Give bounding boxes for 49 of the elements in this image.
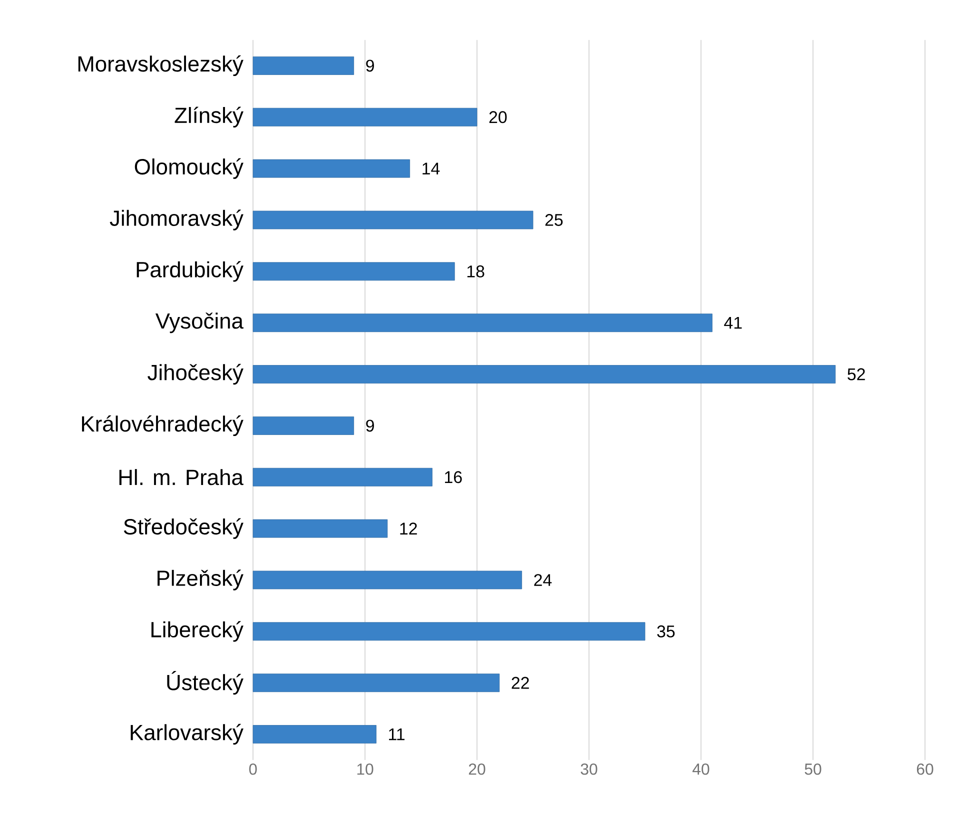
data-label: 12 [400,522,417,534]
y-tick-label: Karlovarský [130,724,244,745]
data-label: 52 [848,368,865,380]
x-tick-label: 10 [357,764,374,775]
data-label: 11 [389,728,404,740]
y-tick-label: Jihomoravský [110,210,244,230]
x-tick-label: 20 [468,764,486,775]
bar [252,262,455,281]
y-tick-label: Královéhradecký [82,415,244,436]
y-tick-label: Liberecký [151,621,244,642]
y-tick-label: Plzeňský [158,570,244,590]
data-label: 20 [489,111,507,124]
data-label: 22 [512,676,529,689]
data-label: 24 [534,574,552,586]
x-tick-label: 40 [692,764,710,775]
bar [252,210,534,230]
y-tick-label: Olomoucký [134,158,244,179]
bar [252,725,376,744]
bar [252,468,432,486]
bar [252,622,646,641]
y-tick-label: Středočeský [124,518,244,539]
bar [252,519,388,538]
x-tick-label: 0 [249,764,257,775]
y-tick-label: Pardubický [136,261,244,282]
bar [252,674,500,692]
bar [252,56,354,75]
y-tick-label: Ústecký [167,671,244,695]
bar [252,108,478,126]
y-tick-label: Vysočina [155,312,244,334]
data-label: 25 [545,214,563,226]
bar [252,365,836,384]
data-label: 35 [657,625,675,638]
data-label: 9 [366,420,374,432]
data-label: 18 [467,265,484,278]
y-tick-label: Jihočeský [148,364,244,385]
data-label: 41 [724,317,742,329]
bar [252,314,712,332]
data-label: 9 [366,60,374,72]
y-tick-label: Hl. m. Praha [119,469,244,486]
bar [252,570,522,590]
data-label: 16 [445,471,462,484]
x-tick-label: 50 [804,764,822,775]
data-label: 14 [422,162,440,174]
bar [252,416,354,435]
y-tick-label: Zlínský [174,106,244,128]
x-tick-label: 60 [916,764,934,775]
bar [252,159,410,178]
y-tick-label: Moravskoslezský [78,55,244,76]
x-tick-label: 30 [580,764,598,775]
